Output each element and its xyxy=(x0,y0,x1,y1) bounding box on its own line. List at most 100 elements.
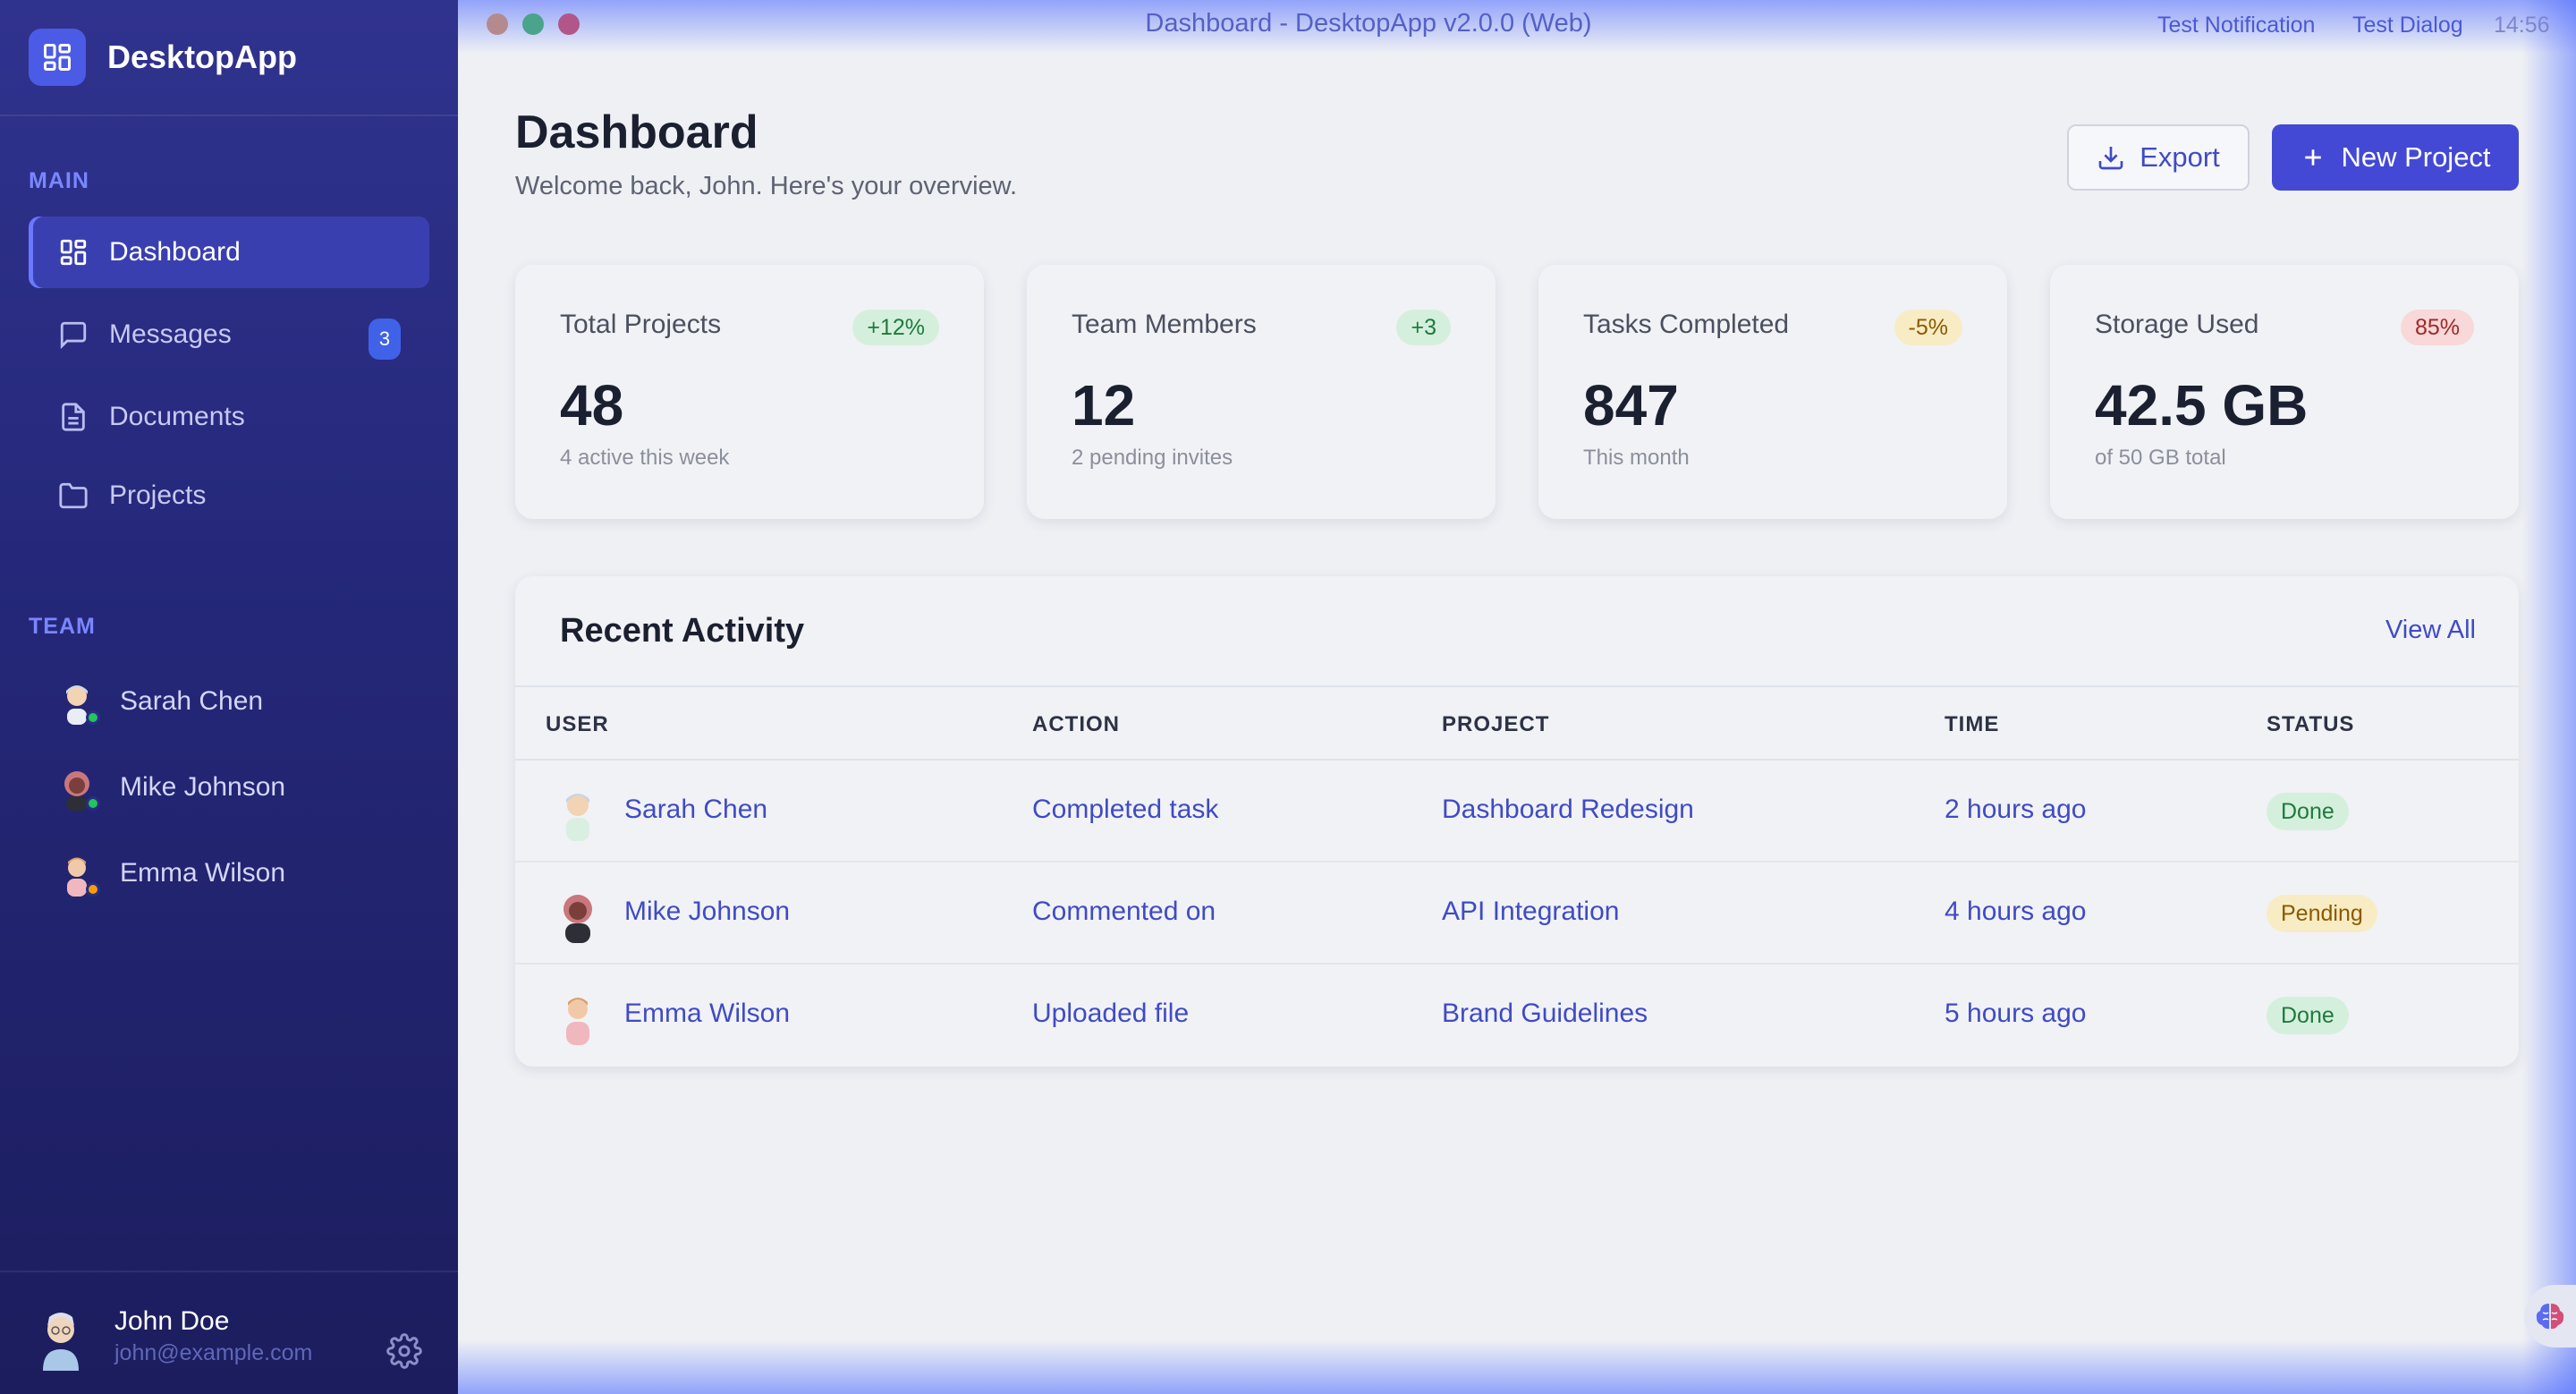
stat-label: Tasks Completed xyxy=(1583,310,1790,339)
messages-badge: 3 xyxy=(369,319,401,360)
row-time: 2 hours ago xyxy=(1945,795,2087,824)
screen-glow-bottom xyxy=(458,1340,2576,1394)
row-action: Commented on xyxy=(1032,897,1216,926)
stat-card-team-members: Team Members +3 12 2 pending invites xyxy=(1027,265,1496,519)
app-logo-icon xyxy=(29,29,86,86)
message-icon xyxy=(57,319,89,351)
minimize-window-button[interactable] xyxy=(522,13,544,35)
view-all-link[interactable]: View All xyxy=(2385,616,2476,644)
window-title: Dashboard - DesktopApp v2.0.0 (Web) xyxy=(1145,9,1592,38)
section-label-team: TEAM xyxy=(29,614,96,639)
stat-change-badge: +3 xyxy=(1396,310,1451,345)
avatar xyxy=(551,784,605,841)
close-window-button[interactable] xyxy=(487,13,508,35)
stat-card-tasks-completed: Tasks Completed -5% 847 This month xyxy=(1538,265,2007,519)
stat-value: 847 xyxy=(1583,373,1679,438)
team-member-name: Mike Johnson xyxy=(120,772,286,802)
stat-label: Total Projects xyxy=(560,310,722,339)
user-name: John Doe xyxy=(114,1306,230,1336)
status-badge: Done xyxy=(2267,997,2349,1034)
avatar xyxy=(551,988,605,1045)
row-time: 5 hours ago xyxy=(1945,999,2087,1028)
status-badge: Done xyxy=(2267,793,2349,830)
stat-value: 48 xyxy=(560,373,624,438)
column-header-project: PROJECT xyxy=(1442,712,1550,736)
dashboard-icon xyxy=(57,236,89,268)
stat-subtext: of 50 GB total xyxy=(2095,446,2226,470)
team-member-sarah-chen[interactable]: Sarah Chen xyxy=(54,675,263,728)
page-subtitle: Welcome back, John. Here's your overview… xyxy=(515,172,1018,200)
column-header-user: USER xyxy=(546,712,609,736)
table-row[interactable]: Sarah Chen Completed task Dashboard Rede… xyxy=(515,761,2519,863)
export-label: Export xyxy=(2140,141,2220,173)
status-dot xyxy=(86,710,100,725)
table-row[interactable]: Mike Johnson Commented on API Integratio… xyxy=(515,863,2519,965)
divider xyxy=(0,115,458,116)
page-title: Dashboard xyxy=(515,106,758,158)
recent-activity-panel: Recent Activity View All USER ACTION PRO… xyxy=(515,576,2519,1067)
test-dialog-link[interactable]: Test Dialog xyxy=(2352,13,2463,38)
download-icon xyxy=(2098,147,2123,170)
sidebar-item-label: Messages xyxy=(109,319,232,349)
row-user[interactable]: Emma Wilson xyxy=(624,999,791,1028)
section-label-main: MAIN xyxy=(29,168,89,193)
row-action: Uploaded file xyxy=(1032,999,1190,1028)
sidebar-item-label: Dashboard xyxy=(109,237,241,267)
team-member-mike-johnson[interactable]: Mike Johnson xyxy=(54,761,285,814)
avatar xyxy=(54,764,100,811)
avatar xyxy=(54,850,100,897)
column-header-action: ACTION xyxy=(1032,712,1120,736)
team-member-emma-wilson[interactable]: Emma Wilson xyxy=(54,846,285,900)
user-profile: John Doe john@example.com xyxy=(0,1271,458,1394)
row-action: Completed task xyxy=(1032,795,1219,824)
section-title: Recent Activity xyxy=(560,612,805,650)
stat-label: Storage Used xyxy=(2095,310,2259,339)
stat-change-badge: -5% xyxy=(1894,310,1962,345)
new-project-button[interactable]: New Project xyxy=(2272,124,2519,191)
user-email: john@example.com xyxy=(114,1340,313,1365)
clock: 14:56 xyxy=(2494,13,2550,38)
row-time: 4 hours ago xyxy=(1945,897,2087,926)
column-header-status: STATUS xyxy=(2267,712,2355,736)
maximize-window-button[interactable] xyxy=(558,13,580,35)
brain-icon xyxy=(2536,1304,2564,1330)
sidebar-item-projects[interactable]: Projects xyxy=(29,460,429,531)
row-user[interactable]: Mike Johnson xyxy=(624,897,791,926)
stat-card-total-projects: Total Projects +12% 48 4 active this wee… xyxy=(515,265,984,519)
row-project[interactable]: Brand Guidelines xyxy=(1442,999,1648,1028)
team-member-name: Sarah Chen xyxy=(120,686,264,716)
sidebar-item-documents[interactable]: Documents xyxy=(29,381,429,453)
table-row[interactable]: Emma Wilson Uploaded file Brand Guidelin… xyxy=(515,965,2519,1067)
stat-value: 12 xyxy=(1072,373,1136,438)
sidebar-item-messages[interactable]: Messages 3 xyxy=(29,299,429,370)
folder-icon xyxy=(57,480,89,512)
status-dot xyxy=(86,796,100,811)
export-button[interactable]: Export xyxy=(2067,124,2250,191)
team-member-name: Emma Wilson xyxy=(120,858,286,888)
new-project-label: New Project xyxy=(2341,141,2491,173)
row-user[interactable]: Sarah Chen xyxy=(624,795,768,824)
user-avatar[interactable] xyxy=(34,1306,88,1371)
stat-change-badge: +12% xyxy=(852,310,939,345)
assistant-brain-button[interactable] xyxy=(2524,1285,2576,1347)
settings-gear-icon[interactable] xyxy=(386,1333,422,1369)
row-project[interactable]: API Integration xyxy=(1442,897,1620,926)
sidebar-item-label: Documents xyxy=(109,402,245,431)
stat-subtext: 2 pending invites xyxy=(1072,446,1233,470)
title-bar: Dashboard - DesktopApp v2.0.0 (Web) Test… xyxy=(458,0,2576,50)
sidebar: DesktopApp MAIN Dashboard Messages 3 Doc… xyxy=(0,0,458,1394)
sidebar-item-dashboard[interactable]: Dashboard xyxy=(29,217,429,288)
stat-value: 42.5 GB xyxy=(2095,373,2309,438)
status-badge: Pending xyxy=(2267,895,2377,932)
test-notification-link[interactable]: Test Notification xyxy=(2157,13,2316,38)
column-header-time: TIME xyxy=(1945,712,2000,736)
document-icon xyxy=(57,401,89,433)
brand[interactable]: DesktopApp xyxy=(29,29,297,86)
stat-subtext: This month xyxy=(1583,446,1690,470)
app-name: DesktopApp xyxy=(107,38,298,75)
plus-icon xyxy=(2305,149,2322,166)
stat-subtext: 4 active this week xyxy=(560,446,730,470)
stat-card-storage-used: Storage Used 85% 42.5 GB of 50 GB total xyxy=(2050,265,2519,519)
stat-label: Team Members xyxy=(1072,310,1257,339)
row-project[interactable]: Dashboard Redesign xyxy=(1442,795,1694,824)
